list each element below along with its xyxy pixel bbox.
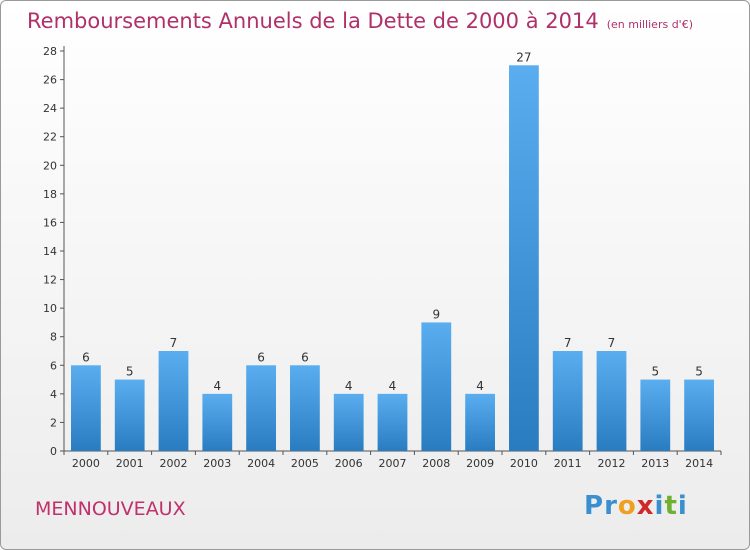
bar <box>158 351 189 451</box>
data-label: 5 <box>126 365 134 379</box>
chart-title: Remboursements Annuels de la Dette de 20… <box>27 9 693 33</box>
logo-letter: o <box>617 491 637 521</box>
data-label: 7 <box>608 336 616 350</box>
y-tick-label: 0 <box>50 445 57 458</box>
data-label: 4 <box>345 379 353 393</box>
logo-letter: t <box>664 491 678 521</box>
y-tick-label: 2 <box>50 416 57 429</box>
bar <box>377 393 408 451</box>
y-tick-label: 8 <box>50 331 57 344</box>
x-tick-label: 2004 <box>247 457 275 470</box>
x-tick-label: 2007 <box>379 457 407 470</box>
chart-title-text: Remboursements Annuels de la Dette de 20… <box>27 9 599 33</box>
x-tick-label: 2001 <box>116 457 144 470</box>
y-tick-label: 12 <box>43 274 57 287</box>
bar <box>640 379 671 451</box>
y-tick-label: 6 <box>50 359 57 372</box>
x-tick-label: 2002 <box>160 457 188 470</box>
x-tick-label: 2012 <box>598 457 626 470</box>
bar <box>114 379 145 451</box>
data-label: 5 <box>695 365 703 379</box>
bar <box>596 351 627 451</box>
y-tick-label: 28 <box>43 45 57 58</box>
data-label: 6 <box>257 350 265 364</box>
data-label: 7 <box>170 336 178 350</box>
bar <box>202 393 233 451</box>
bar <box>333 393 364 451</box>
x-tick-label: 2010 <box>510 457 538 470</box>
x-tick-label: 2000 <box>72 457 100 470</box>
y-tick-label: 24 <box>43 102 57 115</box>
bar <box>684 379 714 451</box>
bar <box>509 65 539 452</box>
data-label: 5 <box>651 365 659 379</box>
x-tick-label: 2005 <box>291 457 319 470</box>
data-label: 4 <box>389 379 397 393</box>
x-tick-label: 2008 <box>422 457 450 470</box>
x-tick-label: 2003 <box>203 457 231 470</box>
y-tick-label: 16 <box>43 216 57 229</box>
x-tick-label: 2011 <box>554 457 582 470</box>
y-tick-label: 20 <box>43 159 57 172</box>
bar <box>290 365 320 451</box>
y-tick-label: 10 <box>43 302 57 315</box>
bar <box>552 351 583 451</box>
bar <box>465 393 495 451</box>
chart-data-labels: 6 5 7 4 6 6 4 4 9 4 27 7 7 5 5 <box>82 50 703 393</box>
data-label: 6 <box>301 350 309 364</box>
data-label: 4 <box>213 379 221 393</box>
commune-name: MENNOUVEAUX <box>35 498 186 520</box>
data-label: 4 <box>476 379 484 393</box>
y-tick-label: 18 <box>43 188 57 201</box>
logo-letter: i <box>677 491 688 521</box>
x-tick-label: 2009 <box>466 457 494 470</box>
bar <box>246 365 276 451</box>
y-tick-label: 26 <box>43 74 57 87</box>
y-tick-label: 4 <box>50 388 57 401</box>
logo-letter: i <box>654 491 665 521</box>
x-tick-label: 2013 <box>641 457 669 470</box>
chart-bars <box>71 65 714 452</box>
data-label: 7 <box>564 336 572 350</box>
bar <box>71 365 101 451</box>
proxiti-logo: Proxiti <box>584 491 688 521</box>
logo-letter: P <box>584 491 605 521</box>
logo-letter: x <box>636 491 655 521</box>
data-label: 27 <box>516 50 531 64</box>
chart-title-unit: (en milliers d'€) <box>606 18 693 31</box>
x-tick-label: 2006 <box>335 457 363 470</box>
bar <box>421 322 452 451</box>
data-label: 9 <box>432 307 440 321</box>
y-tick-label: 14 <box>43 245 57 258</box>
logo-letter: r <box>604 491 618 521</box>
y-tick-label: 22 <box>43 131 57 144</box>
data-label: 6 <box>82 350 90 364</box>
x-tick-label: 2014 <box>685 457 713 470</box>
